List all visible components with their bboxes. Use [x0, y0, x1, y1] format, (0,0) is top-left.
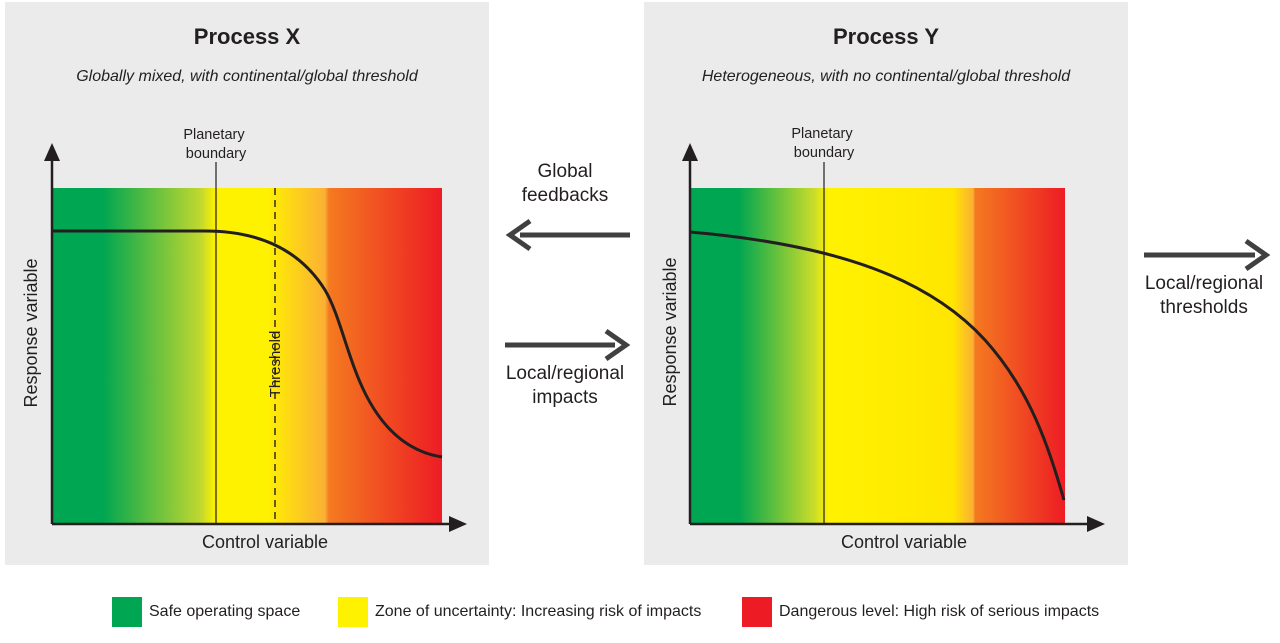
local-thresholds-line-2: thresholds	[1160, 297, 1248, 318]
local-thresholds-label: Local/regional thresholds	[1134, 272, 1274, 320]
process-y-zones	[690, 188, 1065, 523]
global-feedbacks-line-2: feedbacks	[521, 185, 609, 206]
legend-label-dangerous: Dangerous level: High risk of serious im…	[779, 603, 1100, 620]
legend-swatch-yellow	[338, 597, 368, 627]
process-y-y-axis-arrowhead	[682, 143, 698, 161]
process-y-y-axis-label: Response variable	[660, 257, 680, 406]
process-x-boundary-label: Planetary boundary	[183, 127, 248, 162]
process-x-zones	[52, 188, 442, 523]
legend-item-uncertainty: Zone of uncertainty: Increasing risk of …	[338, 597, 701, 627]
legend-label-safe: Safe operating space	[149, 603, 301, 620]
local-thresholds-line-1: Local/regional	[1144, 273, 1264, 294]
process-y-title: Process Y	[832, 24, 939, 49]
process-y-x-axis-label: Control variable	[841, 532, 967, 552]
local-thresholds-arrow-icon	[1144, 238, 1271, 272]
legend-item-dangerous: Dangerous level: High risk of serious im…	[742, 597, 1099, 627]
local-impacts-line-2: impacts	[532, 387, 598, 408]
process-y-response-curve	[689, 230, 1066, 501]
local-impacts-label: Local/regional impacts	[495, 362, 635, 410]
global-feedbacks-arrow-icon	[505, 218, 630, 252]
legend-label-uncertainty: Zone of uncertainty: Increasing risk of …	[375, 603, 702, 620]
process-x-x-axis-arrowhead	[449, 516, 467, 532]
global-feedbacks-label: Global feedbacks	[505, 160, 625, 208]
local-impacts-line-1: Local/regional	[505, 363, 625, 384]
process-x-y-axis-arrowhead	[44, 143, 60, 161]
global-feedbacks-line-1: Global	[537, 161, 593, 182]
process-y-boundary-label: Planetary boundary	[791, 126, 856, 161]
process-x-y-axis-label: Response variable	[21, 258, 41, 407]
process-x-subtitle: Globally mixed, with continental/global …	[76, 68, 418, 85]
legend-item-safe: Safe operating space	[112, 597, 300, 627]
legend-swatch-green	[112, 597, 142, 627]
legend-swatch-red	[742, 597, 772, 627]
process-y-x-axis-arrowhead	[1087, 516, 1105, 532]
process-y-subtitle: Heterogeneous, with no continental/globa…	[701, 68, 1071, 85]
local-impacts-arrow-icon	[505, 328, 631, 362]
process-x-response-curve	[52, 229, 443, 459]
process-x-threshold-label: Threshold	[267, 331, 284, 398]
process-x-title: Process X	[193, 24, 301, 49]
process-x-x-axis-label: Control variable	[202, 532, 328, 552]
